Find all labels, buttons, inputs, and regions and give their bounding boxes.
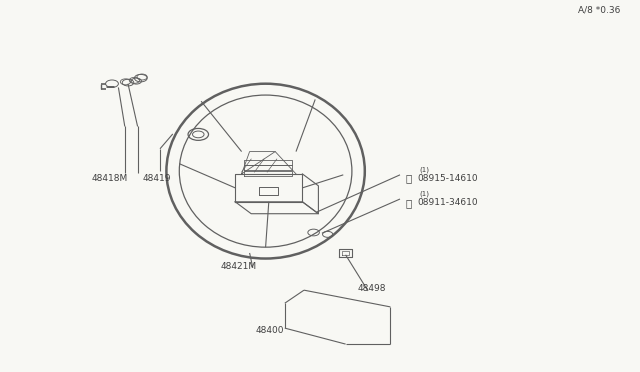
Text: 08911-34610: 08911-34610: [417, 198, 478, 207]
Text: 48400: 48400: [256, 326, 284, 335]
Text: 48498: 48498: [357, 284, 386, 293]
Text: 48421M: 48421M: [221, 262, 257, 271]
Text: 48418M: 48418M: [92, 174, 128, 183]
Text: (1): (1): [419, 167, 429, 173]
Text: ⓥ: ⓥ: [406, 174, 412, 183]
Text: 48419: 48419: [142, 174, 171, 183]
Text: A/8 *0.36: A/8 *0.36: [579, 6, 621, 15]
Text: ⓝ: ⓝ: [406, 198, 412, 208]
Text: (1): (1): [419, 191, 429, 198]
Text: 08915-14610: 08915-14610: [417, 174, 478, 183]
